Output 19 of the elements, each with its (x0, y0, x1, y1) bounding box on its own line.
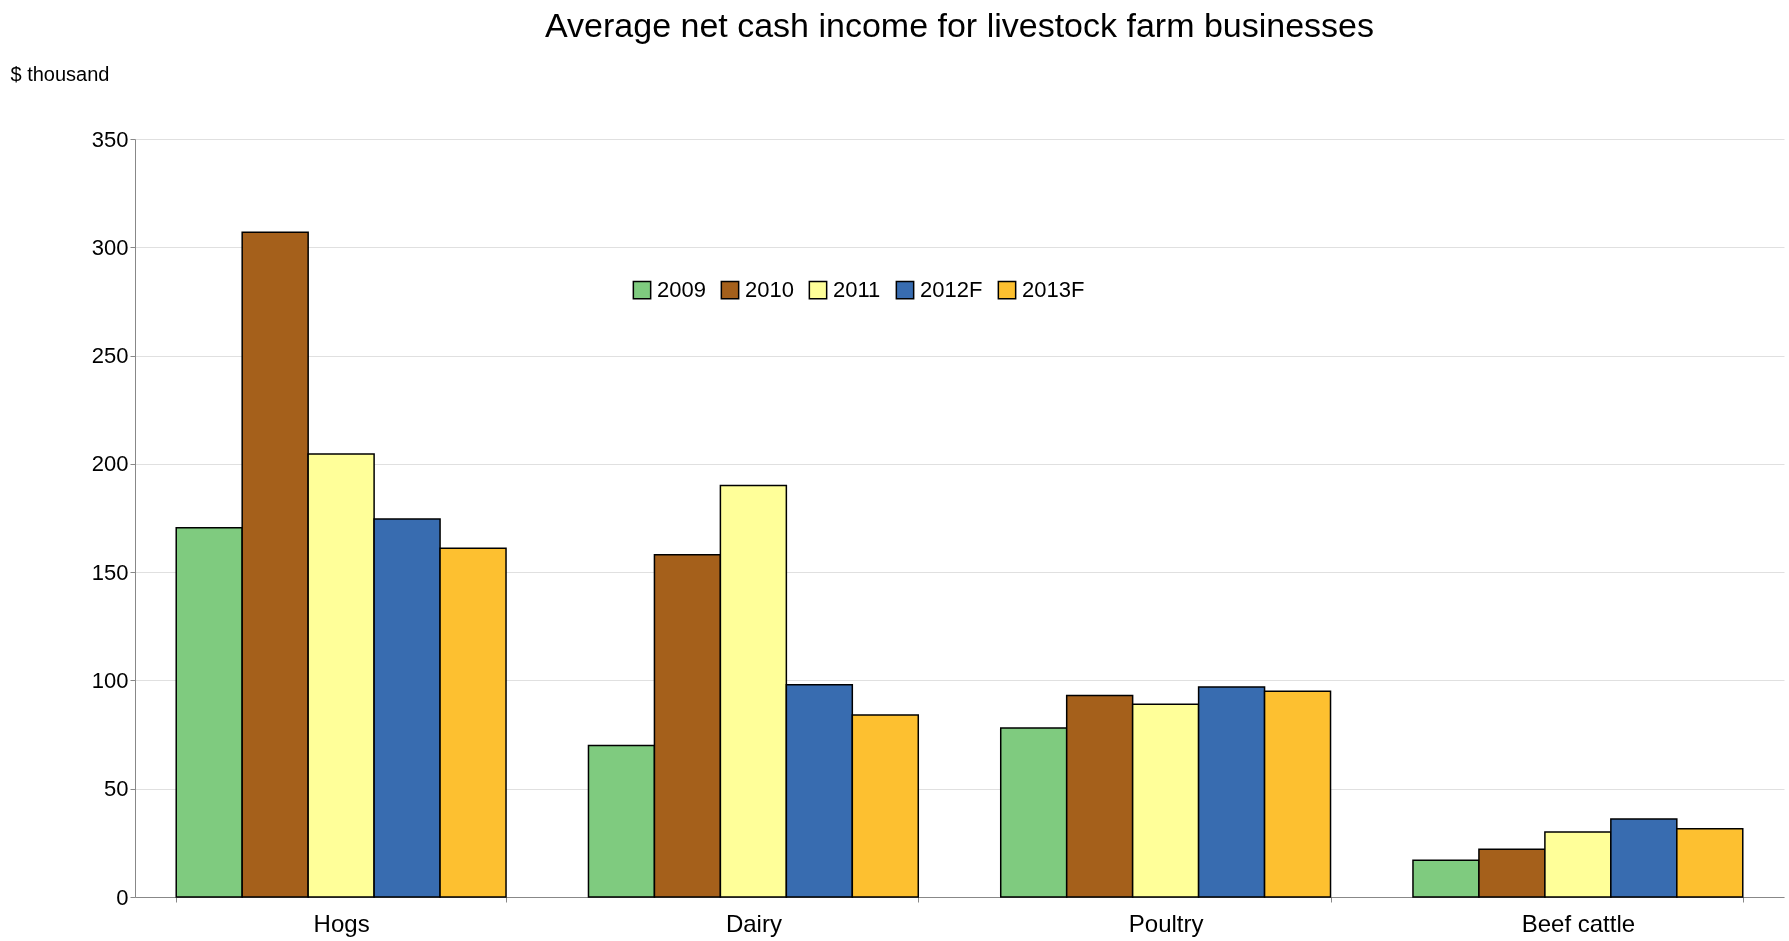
x-tick-label: Beef cattle (1521, 909, 1636, 937)
chart-title: Average net cash income for livestock farm businesses (545, 6, 1374, 44)
x-tick-label: Poultry (1128, 909, 1204, 937)
x-tick-label: Hogs (313, 909, 370, 937)
y-tick-label: 150 (91, 559, 129, 585)
legend-label: 2013F (1022, 277, 1085, 303)
y-tick-label: 100 (91, 667, 129, 693)
y-tick-label: 50 (104, 776, 129, 802)
y-tick-label: 350 (91, 126, 129, 152)
legend-label: 2011 (833, 277, 881, 303)
y-axis-title: $ thousand (10, 62, 110, 85)
x-tick-label: Dairy (725, 909, 782, 937)
y-tick-label: 300 (91, 234, 129, 260)
y-tick-label: 250 (91, 343, 129, 369)
y-tick-label: 0 (116, 884, 129, 910)
legend-label: 2009 (657, 277, 706, 303)
y-tick-label: 200 (91, 451, 129, 477)
legend-label: 2012F (920, 277, 983, 303)
legend-label: 2010 (745, 277, 794, 303)
